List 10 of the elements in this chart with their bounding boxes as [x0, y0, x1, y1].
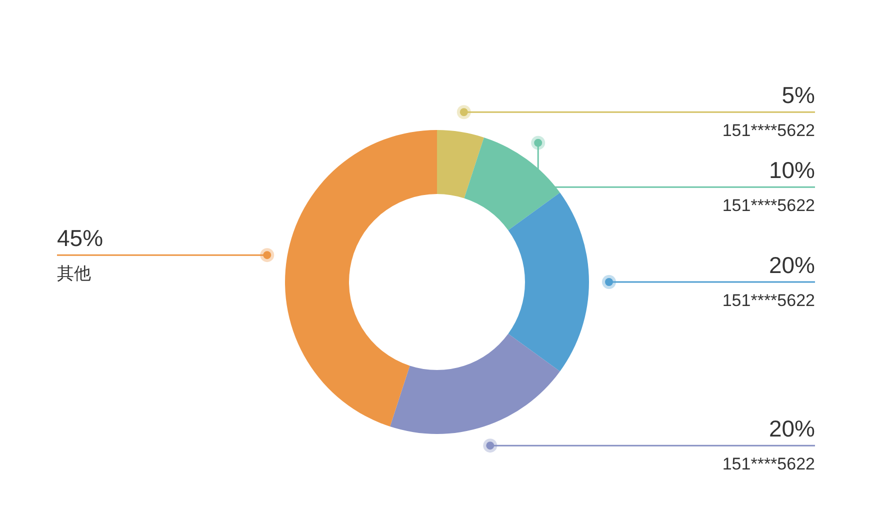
- data-label: 20%: [768, 252, 815, 278]
- data-label: 10%: [768, 157, 815, 184]
- slice-label: 其他: [57, 264, 91, 284]
- data-label: 20%: [768, 416, 815, 442]
- slice-label: 151****5622: [722, 121, 815, 140]
- data-label: 45%: [57, 225, 104, 252]
- slice-label: 151****5622: [722, 291, 815, 310]
- data-label: 5%: [782, 82, 815, 108]
- slice-label: 151****5622: [722, 196, 815, 216]
- slice-label: 151****5622: [722, 454, 815, 474]
